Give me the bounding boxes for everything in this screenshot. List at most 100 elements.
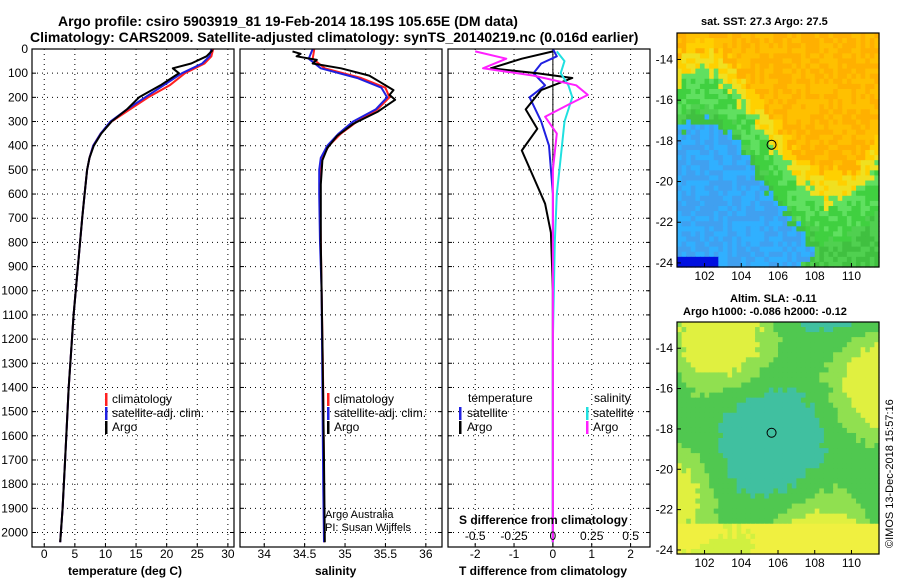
map-cell bbox=[686, 543, 692, 550]
map-cell bbox=[823, 498, 830, 505]
map-cell bbox=[704, 48, 710, 54]
map-cell bbox=[741, 124, 747, 131]
map-cell bbox=[745, 109, 752, 115]
map-cell bbox=[750, 99, 756, 105]
map-cell bbox=[819, 226, 825, 232]
map-cell bbox=[759, 327, 765, 333]
map-cell bbox=[718, 104, 724, 110]
map-cell bbox=[796, 88, 802, 95]
map-cell bbox=[828, 438, 834, 444]
map-cell bbox=[773, 114, 779, 121]
map-cell bbox=[764, 73, 770, 80]
map-cell bbox=[755, 119, 761, 126]
map-cell bbox=[865, 94, 871, 100]
map-cell bbox=[819, 170, 825, 177]
map-cell bbox=[778, 478, 784, 484]
map-cell bbox=[796, 367, 802, 374]
map-cell bbox=[823, 190, 830, 197]
map-cell bbox=[699, 417, 706, 424]
map-cell bbox=[745, 175, 752, 182]
map-cell bbox=[791, 357, 797, 363]
map-cell bbox=[718, 160, 724, 166]
map-cell bbox=[750, 397, 756, 404]
map-cell bbox=[736, 327, 742, 333]
map-cell bbox=[745, 498, 752, 505]
map-cell bbox=[874, 468, 880, 474]
map-cell bbox=[713, 478, 719, 484]
map-cell bbox=[865, 463, 871, 469]
map-cell bbox=[732, 58, 738, 65]
map-cell bbox=[727, 357, 733, 363]
map-cell bbox=[865, 438, 871, 444]
map-cell bbox=[800, 463, 807, 469]
map-cell bbox=[874, 180, 880, 187]
map-cell bbox=[814, 175, 820, 182]
map-cell bbox=[709, 99, 715, 105]
map-cell bbox=[800, 352, 807, 358]
map-cell bbox=[704, 347, 710, 353]
map-cell bbox=[800, 170, 807, 177]
map-cell bbox=[699, 58, 706, 65]
map-cell bbox=[718, 332, 724, 338]
map-cell bbox=[800, 78, 807, 85]
map-cell bbox=[823, 236, 830, 243]
map-cell bbox=[732, 322, 738, 328]
map-cell bbox=[810, 387, 816, 394]
map-cell bbox=[755, 256, 761, 263]
map-cell bbox=[773, 88, 779, 95]
map-cell bbox=[805, 33, 811, 39]
map-cell bbox=[842, 58, 848, 65]
map-cell bbox=[874, 432, 880, 439]
map-cell bbox=[750, 33, 756, 39]
series-line-satellite-adj-clim- bbox=[307, 48, 389, 543]
map-cell bbox=[750, 226, 756, 232]
map-cell bbox=[709, 175, 715, 182]
map-cell bbox=[695, 342, 701, 348]
map-cell bbox=[773, 503, 779, 510]
map-cell bbox=[699, 211, 706, 217]
map-cell bbox=[750, 190, 756, 197]
temperature-legend: climatology satellite-adj. clim. Argo bbox=[105, 392, 204, 434]
map-cell bbox=[741, 38, 747, 44]
map-cell bbox=[768, 347, 775, 353]
map-cell bbox=[833, 377, 839, 384]
map-cell bbox=[718, 68, 724, 75]
map-cell bbox=[732, 518, 738, 525]
x-tick-label: -2 bbox=[470, 547, 481, 561]
map-cell bbox=[800, 185, 807, 192]
map-cell bbox=[704, 38, 710, 44]
map-cell bbox=[791, 241, 797, 248]
map-cell bbox=[819, 124, 825, 131]
map-cell bbox=[759, 473, 765, 479]
map-cell bbox=[782, 129, 788, 136]
map-cell bbox=[718, 165, 724, 171]
map-cell bbox=[718, 362, 724, 368]
map-cell bbox=[681, 443, 687, 449]
map-cell bbox=[842, 548, 848, 555]
map-cell bbox=[773, 190, 779, 197]
map-cell bbox=[842, 33, 848, 39]
map-cell bbox=[842, 322, 848, 328]
map-cell bbox=[837, 382, 843, 389]
map-cell bbox=[860, 205, 866, 212]
map-cell bbox=[768, 129, 775, 136]
map-cell bbox=[709, 513, 715, 520]
map-cell bbox=[695, 548, 701, 555]
map-cell bbox=[823, 63, 830, 70]
map-cell bbox=[842, 352, 848, 358]
map-cell bbox=[704, 246, 710, 253]
map-cell bbox=[699, 170, 706, 177]
map-cell bbox=[842, 211, 848, 217]
map-cell bbox=[681, 473, 687, 479]
map-cell bbox=[732, 352, 738, 358]
diff-x2-label: S difference from climatology bbox=[459, 513, 628, 527]
map-cell bbox=[823, 412, 830, 419]
map-cell bbox=[768, 453, 775, 459]
map-cell bbox=[833, 438, 839, 444]
map-cell bbox=[865, 352, 871, 358]
map-cell bbox=[787, 114, 793, 121]
map-cell bbox=[823, 322, 830, 328]
map-cell bbox=[709, 200, 715, 207]
map-cell bbox=[851, 357, 857, 363]
map-cell bbox=[759, 337, 765, 343]
